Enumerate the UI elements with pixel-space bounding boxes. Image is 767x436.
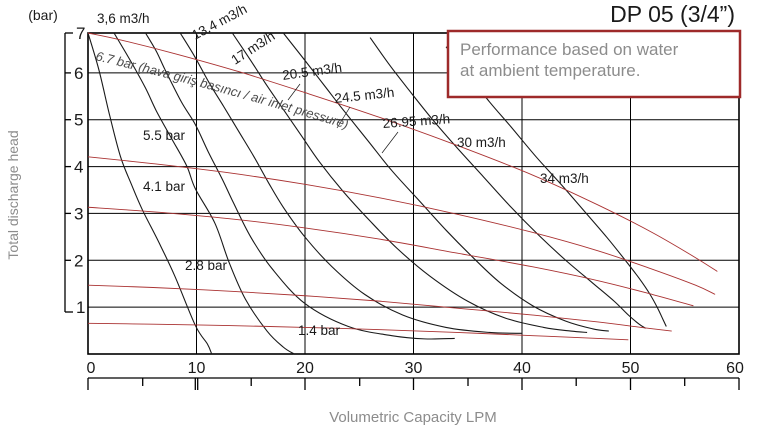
- svg-text:5.5 bar: 5.5 bar: [143, 128, 186, 143]
- svg-text:1: 1: [76, 298, 85, 317]
- svg-text:30 m3/h: 30 m3/h: [457, 135, 506, 150]
- svg-text:6: 6: [74, 64, 83, 83]
- svg-text:40: 40: [513, 360, 531, 377]
- svg-text:DP 05 (3/4”): DP 05 (3/4”): [610, 1, 735, 27]
- svg-text:3: 3: [74, 204, 83, 223]
- svg-text:34 m3/h: 34 m3/h: [540, 171, 589, 186]
- svg-text:Performance based on water: Performance based on water: [460, 40, 679, 59]
- svg-text:4: 4: [74, 158, 83, 177]
- svg-text:20: 20: [296, 360, 314, 377]
- svg-text:Total discharge head: Total discharge head: [5, 130, 21, 259]
- svg-text:50: 50: [622, 360, 640, 377]
- svg-text:60: 60: [726, 360, 744, 377]
- svg-text:7: 7: [76, 24, 85, 43]
- svg-text:at ambient temperature.: at ambient temperature.: [460, 61, 640, 80]
- svg-text:2: 2: [74, 251, 83, 270]
- svg-text:30: 30: [405, 360, 423, 377]
- svg-text:4.1 bar: 4.1 bar: [143, 179, 186, 194]
- svg-text:Volumetric Capacity LPM: Volumetric Capacity LPM: [329, 409, 497, 426]
- svg-text:2.8 bar: 2.8 bar: [185, 258, 228, 273]
- svg-text:1.4 bar: 1.4 bar: [298, 323, 341, 338]
- svg-text:3,6 m3/h: 3,6 m3/h: [97, 11, 150, 26]
- svg-text:(bar): (bar): [28, 7, 58, 23]
- svg-text:0: 0: [87, 360, 96, 377]
- svg-text:5: 5: [74, 111, 83, 130]
- svg-text:10: 10: [188, 360, 206, 377]
